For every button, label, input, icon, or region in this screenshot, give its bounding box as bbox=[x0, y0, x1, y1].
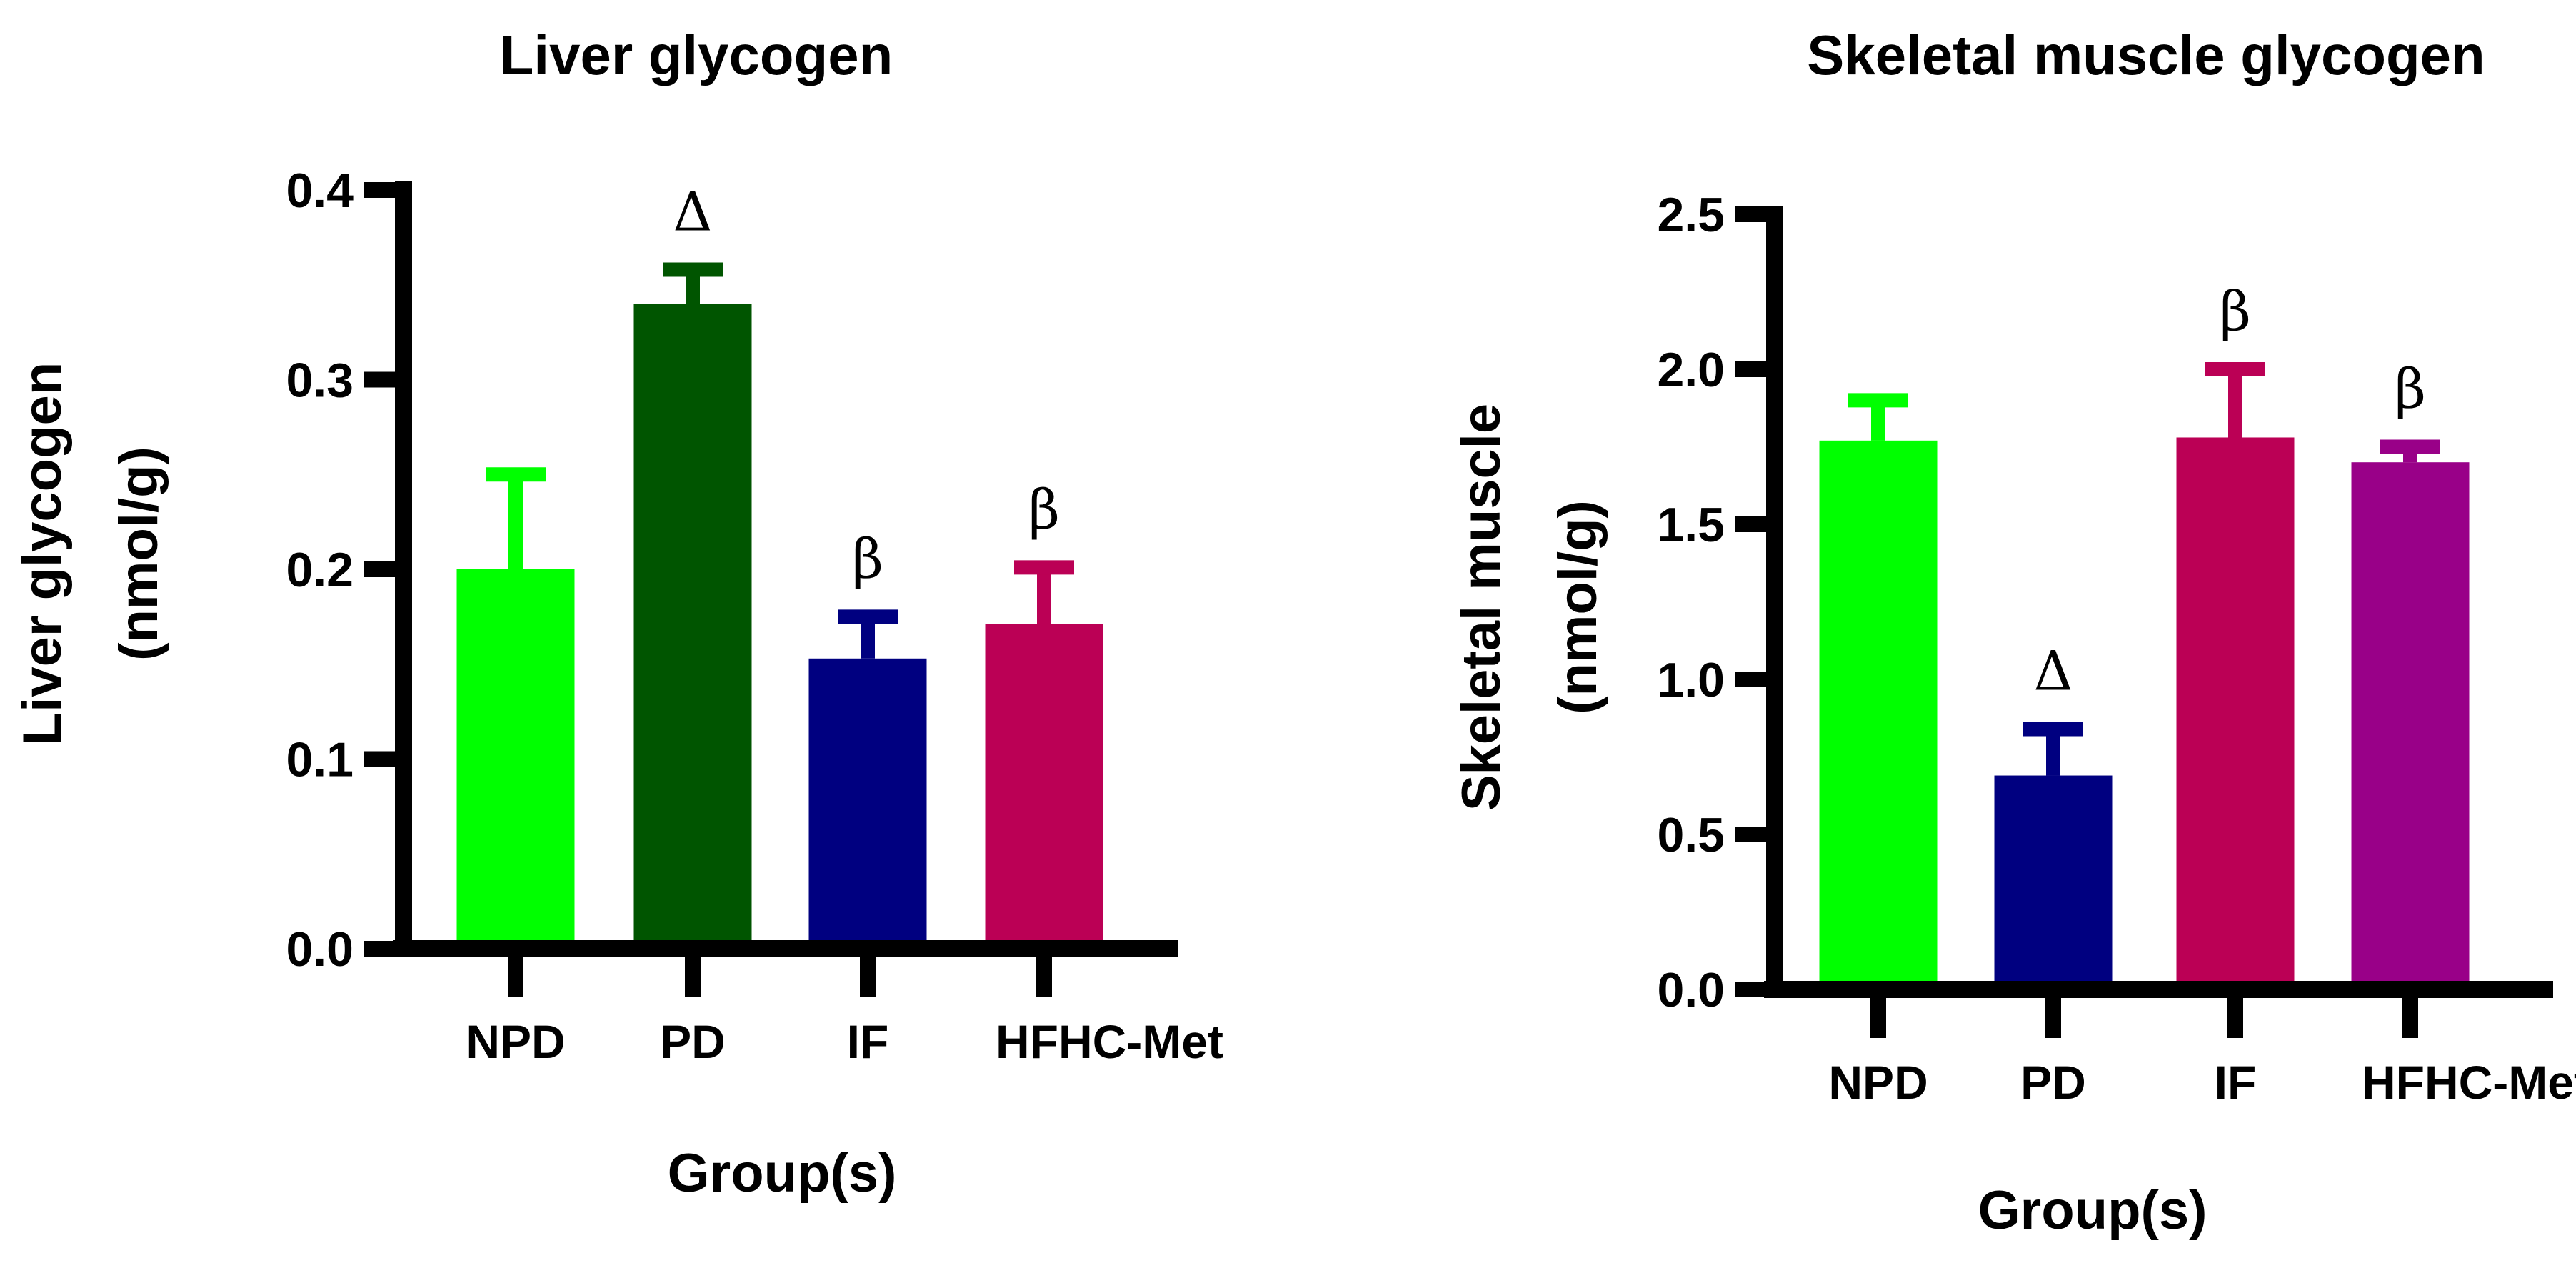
bars bbox=[1819, 362, 2470, 989]
x-category-label: PD bbox=[660, 1015, 726, 1068]
y-axis-title-units: (nmol/g) bbox=[1548, 500, 1608, 714]
axes bbox=[1764, 206, 2553, 998]
y-tick-label: 2.0 bbox=[1657, 343, 1725, 397]
x-category-label: NPD bbox=[466, 1015, 565, 1068]
significance-marker: Δ bbox=[2034, 639, 2073, 702]
significance-marker: β bbox=[2395, 357, 2426, 421]
x-category-label: IF bbox=[847, 1015, 889, 1068]
y-tick-label: 1.0 bbox=[1657, 653, 1725, 707]
y-tick-label: 0.0 bbox=[1657, 963, 1725, 1017]
x-axis-title: Group(s) bbox=[1978, 1180, 2207, 1241]
bar-if bbox=[2176, 437, 2295, 989]
chart-title: Skeletal muscle glycogen bbox=[1807, 24, 2485, 86]
y-axis-title-units: (nmol/g) bbox=[109, 446, 169, 661]
x-category-label: PD bbox=[2020, 1056, 2086, 1109]
bar-hfhc-met bbox=[2351, 462, 2470, 989]
x-categories: NPD PD IF HFHC-Met bbox=[466, 949, 1223, 1068]
bars bbox=[456, 262, 1103, 949]
bar-pd bbox=[1994, 775, 2113, 989]
significance-marker: Δ bbox=[673, 180, 713, 244]
annotations: Δβ β bbox=[2034, 279, 2426, 702]
y-tick-label: 1.5 bbox=[1657, 498, 1725, 552]
significance-marker: β bbox=[852, 526, 883, 590]
liver-glycogen-chart: Liver glycogen Liver glycogen (nmol/g) G… bbox=[12, 24, 1223, 1204]
y-tick-label: 0.3 bbox=[286, 354, 354, 408]
y-tick-label: 0.2 bbox=[286, 543, 354, 597]
y-tick-label: 0.0 bbox=[286, 922, 354, 977]
annotations: Δβ β bbox=[673, 180, 1060, 591]
chart-title: Liver glycogen bbox=[500, 24, 893, 86]
y-axis-title: Liver glycogen bbox=[12, 362, 73, 745]
y-tick-label: 0.4 bbox=[286, 164, 354, 218]
bar-npd bbox=[456, 569, 575, 949]
y-ticks: 0.0 0.1 0.2 0.3 0.4 bbox=[286, 164, 404, 977]
y-tick-label: 0.5 bbox=[1657, 808, 1725, 862]
bar-if bbox=[808, 658, 927, 949]
bar-pd bbox=[633, 304, 752, 949]
x-categories: NPD PD IF HFHC-Met bbox=[1828, 989, 2576, 1109]
y-tick-label: 2.5 bbox=[1657, 188, 1725, 242]
bar-hfhc-met bbox=[985, 624, 1103, 949]
x-axis-title: Group(s) bbox=[668, 1143, 897, 1204]
x-category-label: HFHC-Met bbox=[2362, 1056, 2576, 1109]
skeletal-muscle-glycogen-chart: Skeletal muscle glycogen Skeletal muscle… bbox=[1451, 24, 2576, 1241]
x-category-label: IF bbox=[2215, 1056, 2257, 1109]
significance-marker: β bbox=[2220, 279, 2251, 343]
y-tick-label: 0.1 bbox=[286, 733, 354, 787]
significance-marker: β bbox=[1028, 477, 1060, 541]
y-ticks: 0.0 0.5 1.0 1.5 2.0 2.5 bbox=[1657, 188, 1775, 1017]
x-category-label: HFHC-Met bbox=[996, 1015, 1223, 1068]
y-axis-title: Skeletal muscle bbox=[1451, 404, 1512, 811]
x-category-label: NPD bbox=[1828, 1056, 1928, 1109]
bar-npd bbox=[1819, 440, 1938, 989]
